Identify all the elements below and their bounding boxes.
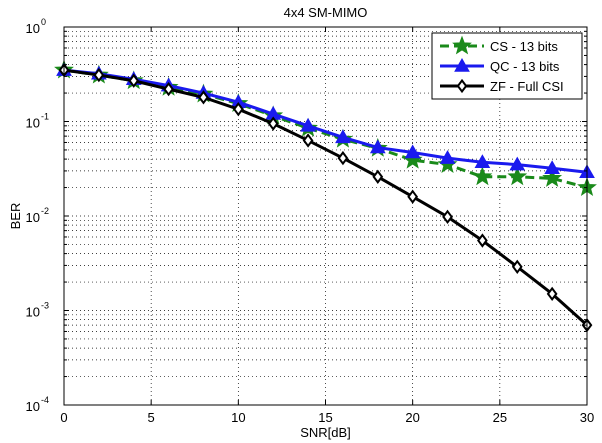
y-tick-label-exponent: -2: [41, 206, 49, 216]
data-point-diamond: [128, 73, 140, 88]
x-tick-label: 0: [60, 410, 67, 425]
data-point-diamond: [546, 286, 558, 302]
legend-entry: QC - 13 bits: [440, 57, 560, 74]
x-axis-label: SNR[dB]: [300, 425, 351, 440]
data-point-diamond: [407, 189, 419, 204]
y-tick-label: 10: [26, 116, 40, 131]
legend-marker-diamond: [456, 78, 468, 94]
x-tick-label: 15: [318, 410, 332, 425]
legend-label: CS - 13 bits: [490, 39, 558, 54]
data-point-diamond: [232, 102, 244, 117]
x-tick-labels: 0 5 10 15 20 25 30: [60, 410, 594, 425]
series-2: [58, 62, 593, 333]
y-tick-label-exponent: -4: [41, 395, 49, 405]
y-tick-label-exponent: 0: [41, 17, 46, 27]
data-point-diamond: [93, 67, 105, 83]
x-tick-label: 20: [405, 410, 419, 425]
y-axis-label: BER: [8, 203, 23, 230]
data-point-triangle: [369, 139, 386, 154]
data-point-diamond: [267, 116, 279, 131]
data-point-diamond: [302, 133, 314, 148]
legend-label: QC - 13 bits: [490, 59, 560, 74]
legend-entry: ZF - Full CSI: [440, 78, 564, 94]
axis-ticks: [63, 27, 588, 406]
legend: CS - 13 bits QC - 13 bits ZF - Full CSI: [431, 32, 583, 100]
x-tick-label: 30: [580, 410, 594, 425]
legend-entry: CS - 13 bits: [440, 35, 558, 55]
data-point-triangle: [300, 117, 316, 132]
data-point-triangle: [335, 129, 351, 144]
series-line: [63, 68, 589, 327]
data-point-diamond: [337, 150, 349, 166]
y-tick-label: 10: [26, 210, 40, 225]
legend-label: ZF - Full CSI: [490, 79, 564, 94]
legend-box: [431, 32, 583, 100]
data-point-triangle: [439, 150, 456, 164]
x-tick-label: 10: [231, 410, 245, 425]
y-tick-label-exponent: -1: [41, 112, 49, 122]
y-tick-label: 10: [26, 21, 40, 36]
data-point-star: [507, 166, 528, 186]
data-point-star: [542, 167, 563, 187]
x-tick-label: 5: [148, 410, 155, 425]
data-point-diamond: [477, 233, 488, 248]
y-tick-label-exponent: -3: [41, 301, 49, 311]
data-point-diamond: [163, 81, 174, 97]
data-point-triangle: [474, 154, 491, 169]
data-point-diamond: [372, 169, 384, 184]
y-tick-label: 10: [26, 305, 40, 320]
legend-marker-star: [452, 35, 472, 55]
data-point-triangle: [544, 160, 560, 175]
x-tick-label: 25: [493, 410, 507, 425]
data-point-diamond: [511, 259, 523, 274]
legend-marker-triangle: [454, 57, 470, 72]
data-point-star: [472, 166, 493, 186]
data-point-diamond: [442, 209, 453, 224]
series-layer: [54, 59, 597, 333]
y-tick-label: 10: [26, 399, 40, 414]
data-point-triangle: [509, 156, 526, 171]
series-line: [63, 68, 588, 174]
chart-title: 4x4 SM-MIMO: [284, 5, 368, 20]
data-point-diamond: [198, 90, 209, 105]
data-point-triangle: [404, 144, 421, 159]
